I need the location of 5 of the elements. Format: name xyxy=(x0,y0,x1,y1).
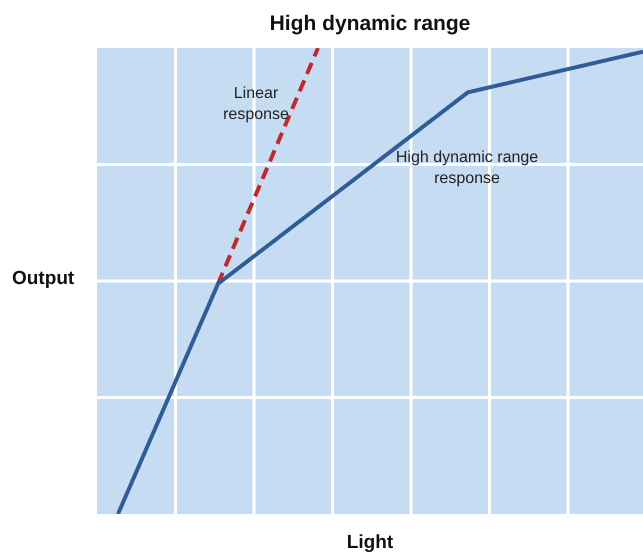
y-axis-title: Output xyxy=(12,268,75,290)
annotation: Linear response xyxy=(223,84,290,123)
chart-title: High dynamic range xyxy=(270,12,470,35)
x-axis-title: Light xyxy=(346,532,394,554)
annotation: High dynamic range response xyxy=(396,148,538,187)
